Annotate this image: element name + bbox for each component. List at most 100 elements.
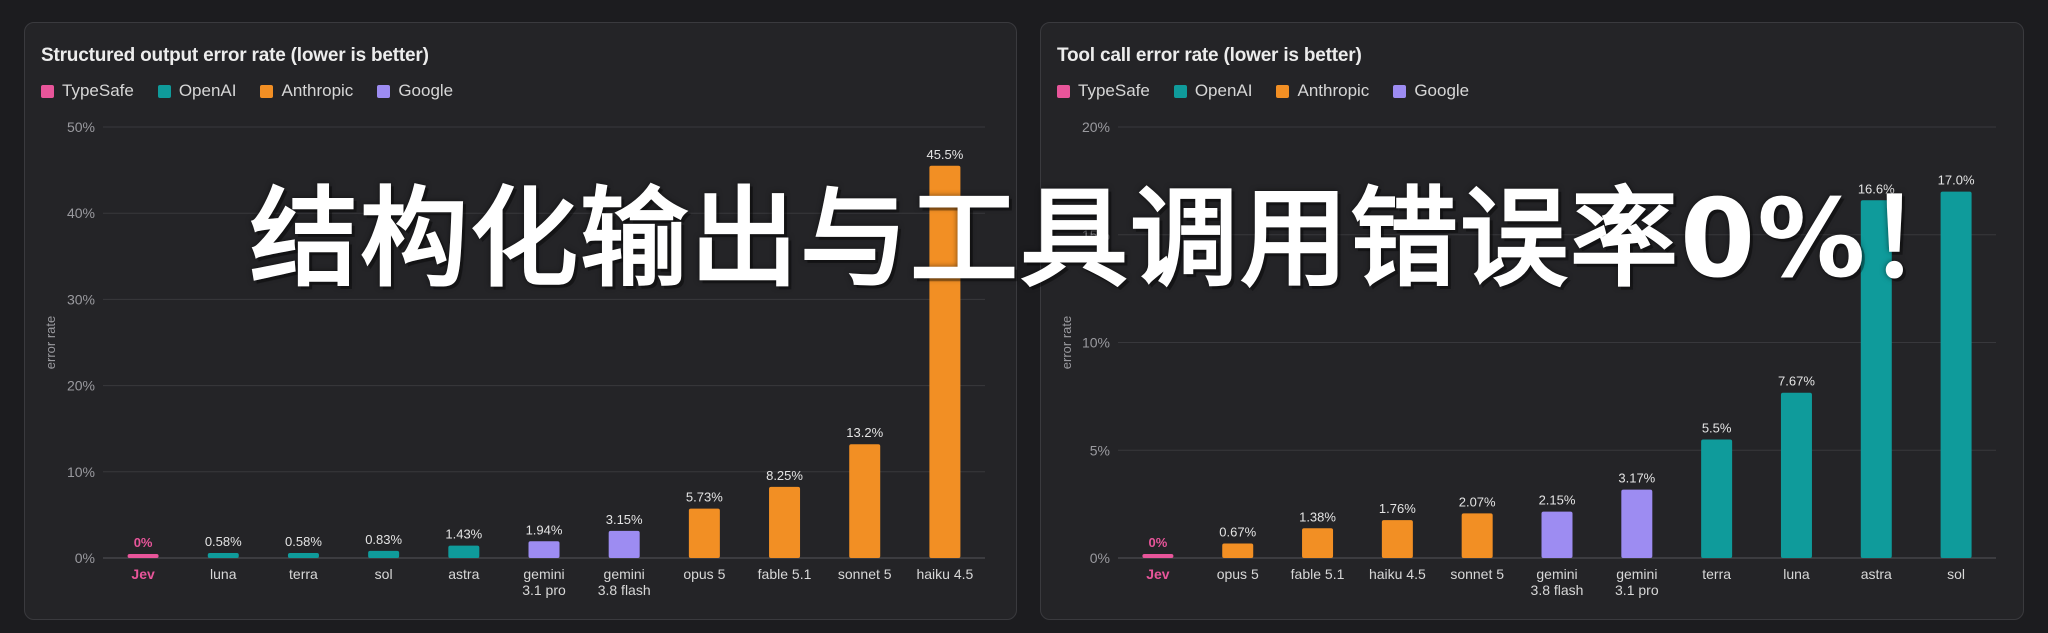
data-label: 1.76% — [1379, 501, 1416, 516]
x-tick-label: 3.8 flash — [1531, 582, 1584, 598]
legend-swatch — [1393, 84, 1407, 98]
x-tick-label: opus 5 — [1217, 566, 1259, 582]
x-tick-label: 3.1 pro — [522, 582, 566, 598]
legend-item-google: Google — [1393, 81, 1469, 101]
structured-output-chart-panel: Structured output error rate (lower is b… — [24, 22, 1017, 620]
x-tick-label: gemini — [1616, 566, 1657, 582]
legend-swatch — [1173, 84, 1187, 98]
data-label: 5.73% — [686, 490, 723, 505]
data-label: 13.2% — [846, 425, 883, 440]
bar — [1222, 543, 1254, 558]
data-label: 0.58% — [285, 534, 322, 549]
bar — [368, 550, 400, 558]
data-label: 17.0% — [1938, 173, 1975, 188]
legend-label: Google — [398, 81, 454, 100]
x-tick-label: terra — [1702, 566, 1731, 582]
chart-legend: TypeSafe OpenAI Anthropic Google — [1057, 81, 1469, 101]
legend-item-google: Google — [377, 81, 453, 101]
legend-label: Anthropic — [1297, 81, 1370, 100]
bar — [769, 486, 801, 558]
bar — [207, 553, 239, 558]
x-tick-label: fable 5.1 — [758, 566, 812, 582]
data-label: 7.67% — [1778, 374, 1815, 389]
legend-label: OpenAI — [1194, 81, 1253, 100]
legend-label: Google — [1414, 81, 1470, 100]
legend-label: Anthropic — [281, 81, 354, 100]
y-tick-label: 30% — [67, 291, 95, 307]
legend-swatch — [1276, 84, 1290, 98]
structured-output-plot: 0% 10% 20% 30% 40% 50% error rate 0% Jev 0.58% lun… — [43, 119, 985, 598]
y-tick-label: 50% — [67, 119, 95, 135]
x-tick-label: astra — [1861, 566, 1892, 582]
x-tick-label: sonnet 5 — [838, 566, 892, 582]
x-tick-label: Jev — [1146, 566, 1170, 582]
data-label: 0.58% — [205, 534, 242, 549]
bar — [287, 553, 319, 558]
legend-label: TypeSafe — [1078, 81, 1150, 100]
data-label: 0.67% — [1219, 525, 1256, 540]
x-tick-label: sol — [375, 566, 393, 582]
y-tick-label: 10% — [1082, 335, 1110, 351]
x-tick-label: haiku 4.5 — [1369, 566, 1426, 582]
bar — [1940, 191, 1972, 558]
bar — [1860, 200, 1892, 558]
legend-item-anthropic: Anthropic — [1276, 81, 1369, 101]
bar — [1541, 511, 1573, 558]
tool-call-plot: 0% 5% 10% 15% 20% error rate 0% Jev 0.67% opus 5 1… — [1059, 119, 1996, 598]
y-tick-label: 0% — [75, 550, 95, 566]
legend-label: TypeSafe — [62, 81, 134, 100]
bar — [1701, 439, 1733, 558]
legend-item-openai: OpenAI — [157, 81, 237, 101]
legend-swatch — [157, 84, 171, 98]
y-tick-label: 10% — [67, 464, 95, 480]
x-tick-label: astra — [448, 566, 479, 582]
bar — [1461, 513, 1493, 558]
x-tick-label: 3.1 pro — [1615, 582, 1659, 598]
legend-item-anthropic: Anthropic — [260, 81, 353, 101]
data-label: 5.5% — [1702, 420, 1732, 435]
data-label: 45.5% — [926, 147, 963, 162]
bar — [849, 444, 881, 558]
x-tick-label: sol — [1947, 566, 1965, 582]
x-tick-label: Jev — [131, 566, 155, 582]
data-label: 16.6% — [1858, 181, 1895, 196]
chart-title: Tool call error rate (lower is better) — [1057, 45, 1362, 66]
bar — [929, 165, 961, 559]
data-label: 1.94% — [526, 522, 563, 537]
data-label: 8.25% — [766, 468, 803, 483]
y-tick-label: 0% — [1090, 550, 1110, 566]
chart-legend: TypeSafe OpenAI Anthropic Google — [41, 81, 453, 101]
legend-item-typesafe: TypeSafe — [1057, 81, 1150, 101]
legend-swatch — [377, 84, 391, 98]
x-tick-label: opus 5 — [683, 566, 725, 582]
y-axis-label: error rate — [1059, 316, 1074, 369]
x-tick-label: fable 5.1 — [1291, 566, 1345, 582]
x-tick-label: 3.8 flash — [598, 582, 651, 598]
tool-call-chart-panel: Tool call error rate (lower is better) T… — [1040, 22, 2024, 620]
x-tick-label: haiku 4.5 — [916, 566, 973, 582]
data-label: 3.17% — [1618, 471, 1655, 486]
data-label: 0.83% — [365, 532, 402, 547]
y-tick-label: 15% — [1082, 227, 1110, 243]
data-label: 2.07% — [1459, 494, 1496, 509]
y-tick-label: 5% — [1090, 442, 1110, 458]
data-label: 0% — [1149, 535, 1168, 550]
x-tick-label: luna — [210, 566, 237, 582]
y-axis-label: error rate — [43, 316, 58, 369]
bar — [528, 541, 560, 558]
bar — [1780, 392, 1812, 558]
data-label: 1.43% — [445, 527, 482, 542]
bar — [1142, 554, 1174, 558]
bar — [608, 530, 640, 558]
x-tick-label: gemini — [1536, 566, 1577, 582]
bar — [1381, 520, 1413, 558]
legend-swatch — [41, 84, 54, 98]
x-tick-label: sonnet 5 — [1450, 566, 1504, 582]
x-tick-label: gemini — [604, 566, 645, 582]
legend-label: OpenAI — [178, 81, 237, 100]
x-tick-label: gemini — [523, 566, 564, 582]
data-label: 2.15% — [1539, 493, 1576, 508]
bar — [448, 545, 480, 558]
y-tick-label: 20% — [67, 378, 95, 394]
data-label: 0% — [134, 535, 153, 550]
